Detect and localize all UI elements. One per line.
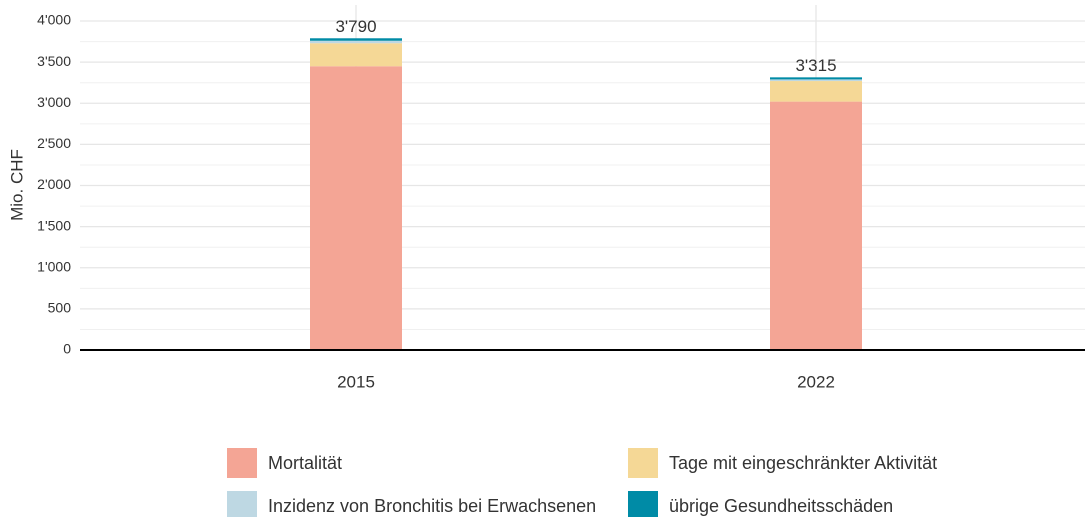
- legend-label: Inzidenz von Bronchitis bei Erwachsenen: [268, 496, 596, 516]
- total-label: 3'790: [335, 17, 376, 36]
- y-tick-label: 3'500: [37, 53, 71, 69]
- y-tick-label: 4'000: [37, 12, 71, 28]
- legend-swatch: [628, 448, 658, 478]
- legend-swatch: [628, 491, 658, 517]
- bar-segment: [770, 101, 862, 350]
- legend-label: übrige Gesundheitsschäden: [669, 496, 893, 516]
- x-tick-label: 2015: [337, 372, 375, 391]
- y-axis-title: Mio. CHF: [7, 149, 26, 221]
- y-tick-label: 1'500: [37, 217, 71, 233]
- y-tick-label: 0: [63, 341, 71, 357]
- y-tick-label: 3'000: [37, 94, 71, 110]
- bar-segment: [310, 38, 402, 41]
- legend-swatch: [227, 491, 257, 517]
- legend-label: Mortalität: [268, 453, 342, 473]
- bar-segment: [770, 81, 862, 102]
- bar-segment: [310, 40, 402, 44]
- y-tick-label: 2'000: [37, 176, 71, 192]
- y-tick-label: 2'500: [37, 135, 71, 151]
- bar-segment: [310, 66, 402, 351]
- bar-segment: [770, 77, 862, 80]
- x-tick-label: 2022: [797, 372, 835, 391]
- y-tick-label: 1'000: [37, 258, 71, 274]
- legend-label: Tage mit eingeschränkter Aktivität: [669, 453, 937, 473]
- legend-swatch: [227, 448, 257, 478]
- bar-segment: [770, 79, 862, 82]
- bar-segment: [310, 43, 402, 67]
- total-label: 3'315: [795, 56, 836, 75]
- y-tick-label: 500: [48, 300, 72, 316]
